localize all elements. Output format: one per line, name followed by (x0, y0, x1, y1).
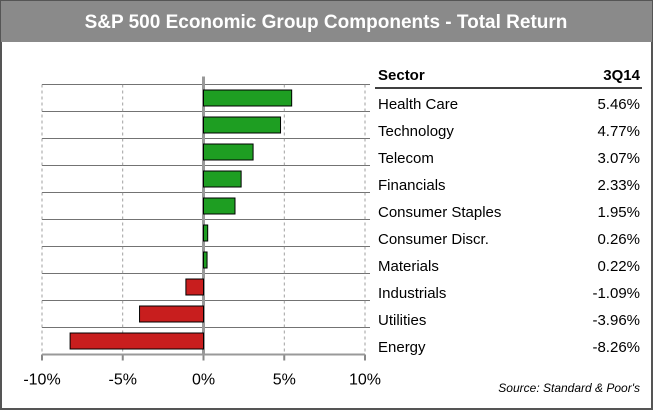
value-label: 2.33% (597, 177, 640, 194)
title-bar (1, 1, 652, 42)
category-label: Financials (378, 177, 446, 194)
bar (203, 197, 236, 215)
column-header: 3Q14 (603, 67, 640, 84)
bar (185, 278, 204, 296)
value-label: 4.77% (597, 123, 640, 140)
x-tick-label: 10% (349, 372, 381, 389)
source: Source: Standard & Poor's (498, 381, 640, 395)
category-label: Consumer Discr. (378, 231, 489, 248)
category-label: Industrials (378, 285, 446, 302)
category-label: Telecom (378, 150, 434, 167)
bar (203, 89, 293, 107)
category-label: Health Care (378, 96, 458, 113)
value-label: 1.95% (597, 204, 640, 221)
x-tick-label: 0% (192, 372, 215, 389)
category-label: Technology (378, 123, 454, 140)
bar (203, 251, 208, 269)
chart-title: S&P 500 Economic Group Components - Tota… (85, 12, 568, 33)
bar (203, 143, 254, 161)
bar (139, 305, 205, 323)
category-label: Energy (378, 339, 426, 356)
value-label: -3.96% (592, 312, 640, 329)
category-label: Utilities (378, 312, 426, 329)
value-label: 3.07% (597, 150, 640, 167)
x-tick-label: -5% (109, 372, 137, 389)
bar (203, 224, 209, 242)
value-label: -1.09% (592, 285, 640, 302)
value-label: 0.26% (597, 231, 640, 248)
x-tick-label: 5% (273, 372, 296, 389)
value-label: 5.46% (597, 96, 640, 113)
bar (203, 170, 242, 188)
bar (203, 116, 282, 134)
value-label: 0.22% (597, 258, 640, 275)
column-header: Sector (378, 67, 425, 84)
category-label: Consumer Staples (378, 204, 501, 221)
category-label: Materials (378, 258, 439, 275)
bar (69, 332, 204, 350)
x-tick-label: -10% (23, 372, 60, 389)
value-label: -8.26% (592, 339, 640, 356)
